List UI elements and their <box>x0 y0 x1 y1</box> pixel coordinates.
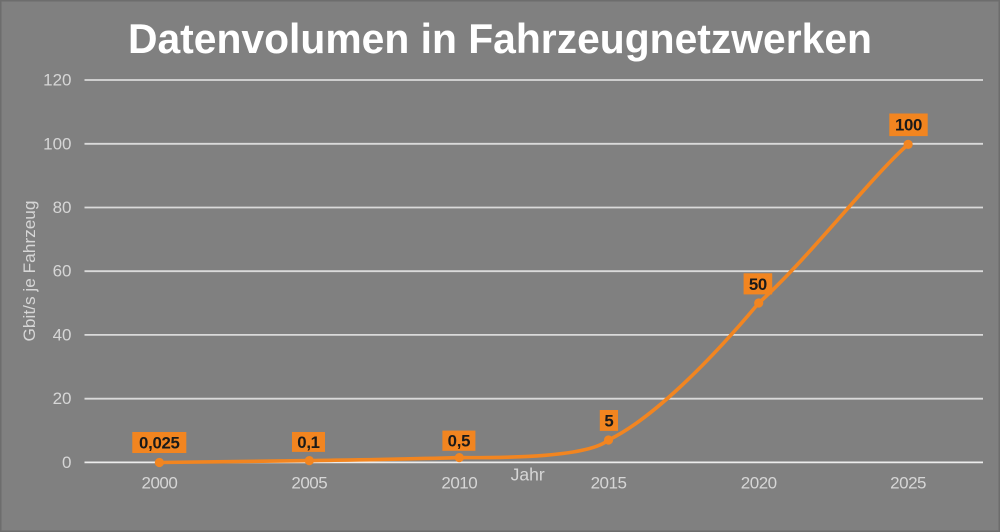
svg-text:50: 50 <box>749 275 767 294</box>
svg-text:100: 100 <box>43 134 71 153</box>
svg-text:80: 80 <box>53 198 72 217</box>
svg-text:60: 60 <box>53 262 72 281</box>
svg-text:0,025: 0,025 <box>139 433 180 452</box>
svg-text:Datenvolumen in Fahrzeugnetzwe: Datenvolumen in Fahrzeugnetzwerken <box>128 15 872 62</box>
svg-text:2000: 2000 <box>141 473 177 492</box>
svg-text:2010: 2010 <box>441 473 477 492</box>
svg-text:Jahr: Jahr <box>511 465 545 485</box>
svg-text:120: 120 <box>43 71 71 90</box>
svg-text:2005: 2005 <box>291 473 327 492</box>
svg-text:2020: 2020 <box>741 473 777 492</box>
svg-text:0: 0 <box>62 453 71 472</box>
svg-text:Gbit/s je Fahrzeug: Gbit/s je Fahrzeug <box>20 201 39 342</box>
svg-text:40: 40 <box>53 325 72 344</box>
svg-text:0,5: 0,5 <box>448 432 470 451</box>
svg-text:2025: 2025 <box>890 473 926 492</box>
svg-text:0,1: 0,1 <box>297 433 319 452</box>
svg-text:5: 5 <box>604 411 613 430</box>
svg-text:100: 100 <box>895 116 922 135</box>
svg-text:20: 20 <box>53 389 72 408</box>
svg-text:2015: 2015 <box>591 473 627 492</box>
